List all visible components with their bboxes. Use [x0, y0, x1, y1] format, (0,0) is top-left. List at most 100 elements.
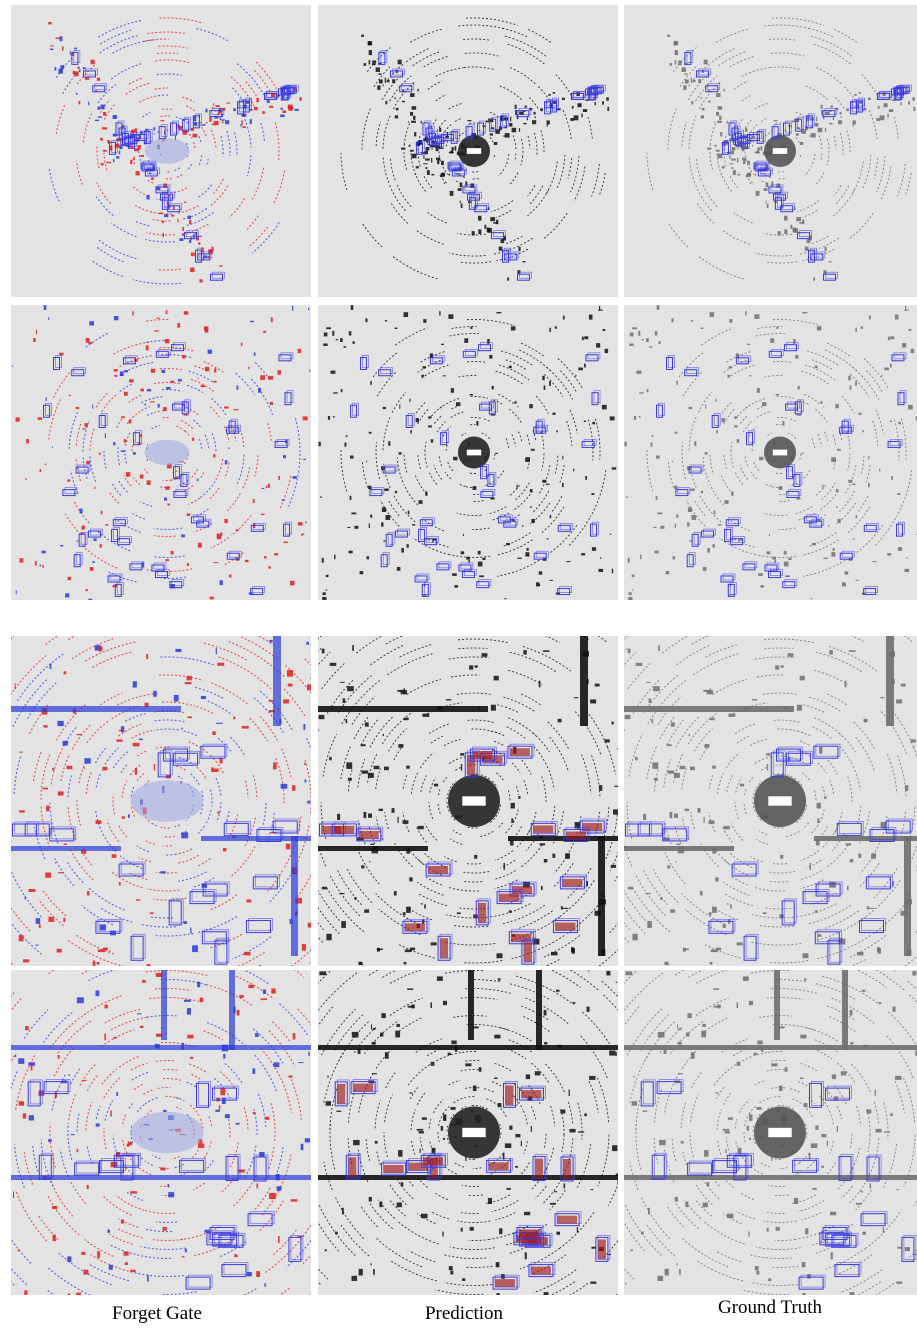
object-box	[794, 399, 804, 415]
object-box	[462, 348, 478, 358]
object-box	[486, 1158, 513, 1173]
object-box	[272, 818, 300, 834]
object-box	[378, 367, 394, 377]
object-box	[475, 898, 491, 926]
object-box	[772, 191, 788, 201]
object-box	[159, 191, 175, 201]
object-box	[809, 518, 825, 528]
object-box	[624, 821, 652, 837]
object-box	[345, 1152, 361, 1180]
object-box	[422, 120, 432, 136]
object-box	[71, 50, 81, 65]
ego-vehicle	[754, 1106, 806, 1159]
panel-prediction-row-4	[318, 970, 618, 1295]
lidar-bev-forget-gate	[11, 305, 311, 600]
object-box	[754, 162, 770, 172]
object-box	[436, 561, 452, 571]
object-box	[114, 582, 124, 597]
object-box	[768, 348, 784, 358]
object-box	[223, 821, 251, 836]
object-box	[465, 124, 475, 140]
object-box	[656, 1079, 684, 1095]
point-cloud	[11, 305, 311, 600]
object-box	[563, 827, 591, 842]
object-box	[808, 1080, 824, 1108]
object-box	[476, 579, 492, 589]
object-box	[533, 550, 549, 560]
object-box	[503, 518, 519, 528]
object-box	[402, 918, 430, 934]
object-box	[544, 99, 553, 115]
object-box	[797, 230, 812, 240]
object-box	[195, 1080, 211, 1108]
object-box	[331, 821, 359, 837]
object-box	[865, 874, 893, 890]
point-cloud	[318, 970, 618, 1295]
object-box	[245, 918, 273, 934]
object-box	[701, 528, 716, 538]
object-box	[415, 139, 425, 155]
panel-forget-gate-row-2	[11, 305, 311, 600]
object-box	[721, 139, 731, 155]
object-box	[82, 68, 98, 78]
object-box	[822, 108, 838, 118]
object-box	[827, 937, 843, 965]
object-box	[560, 1154, 576, 1182]
object-box	[389, 68, 405, 78]
panel-ground-truth-row-2	[624, 305, 917, 600]
object-box	[516, 271, 532, 281]
bounding-boxes	[43, 342, 294, 597]
object-box	[656, 402, 665, 418]
object-box	[767, 569, 783, 579]
ego-vehicle	[764, 135, 796, 167]
object-box	[253, 1154, 269, 1182]
object-box	[559, 874, 587, 890]
point-cloud	[340, 17, 610, 281]
object-box	[708, 918, 736, 934]
object-box	[112, 517, 128, 527]
object-box	[588, 85, 604, 95]
object-box	[705, 83, 721, 93]
object-box	[182, 116, 192, 132]
object-box	[783, 120, 792, 136]
object-box	[731, 861, 759, 877]
panel-ground-truth-row-1	[624, 5, 917, 297]
object-box	[154, 569, 170, 579]
ego-vehicle	[448, 1106, 500, 1159]
object-box	[237, 99, 246, 115]
object-box	[78, 531, 88, 547]
object-box	[743, 933, 759, 961]
object-box	[158, 124, 168, 140]
bounding-boxes	[334, 1079, 611, 1290]
object-box	[518, 1085, 546, 1101]
object-box	[395, 528, 410, 538]
object-box	[200, 743, 228, 759]
object-box	[98, 413, 108, 429]
bounding-boxes	[350, 342, 601, 597]
object-box	[802, 889, 830, 905]
object-box	[711, 1158, 739, 1174]
object-box	[813, 743, 841, 759]
object-box	[381, 1160, 408, 1176]
object-box	[887, 439, 903, 448]
object-box	[894, 85, 910, 95]
object-box	[488, 399, 498, 415]
object-box	[798, 1274, 826, 1290]
object-box	[491, 230, 506, 240]
object-box	[637, 821, 665, 837]
object-box	[280, 85, 290, 101]
caption-ground-truth: Ground Truth	[718, 1297, 822, 1318]
object-box	[530, 821, 558, 836]
object-box	[860, 1211, 888, 1227]
object-box	[440, 430, 449, 446]
object-box	[770, 750, 786, 778]
panel-forget-gate-row-1	[11, 5, 311, 297]
object-box	[466, 191, 482, 201]
object-box	[480, 464, 489, 480]
object-box	[502, 1080, 518, 1108]
lidar-bev-prediction	[340, 17, 610, 281]
object-box	[591, 390, 601, 406]
ego-vehicle	[130, 1111, 204, 1154]
lidar-bev-prediction	[318, 970, 618, 1295]
object-box	[350, 1079, 378, 1095]
